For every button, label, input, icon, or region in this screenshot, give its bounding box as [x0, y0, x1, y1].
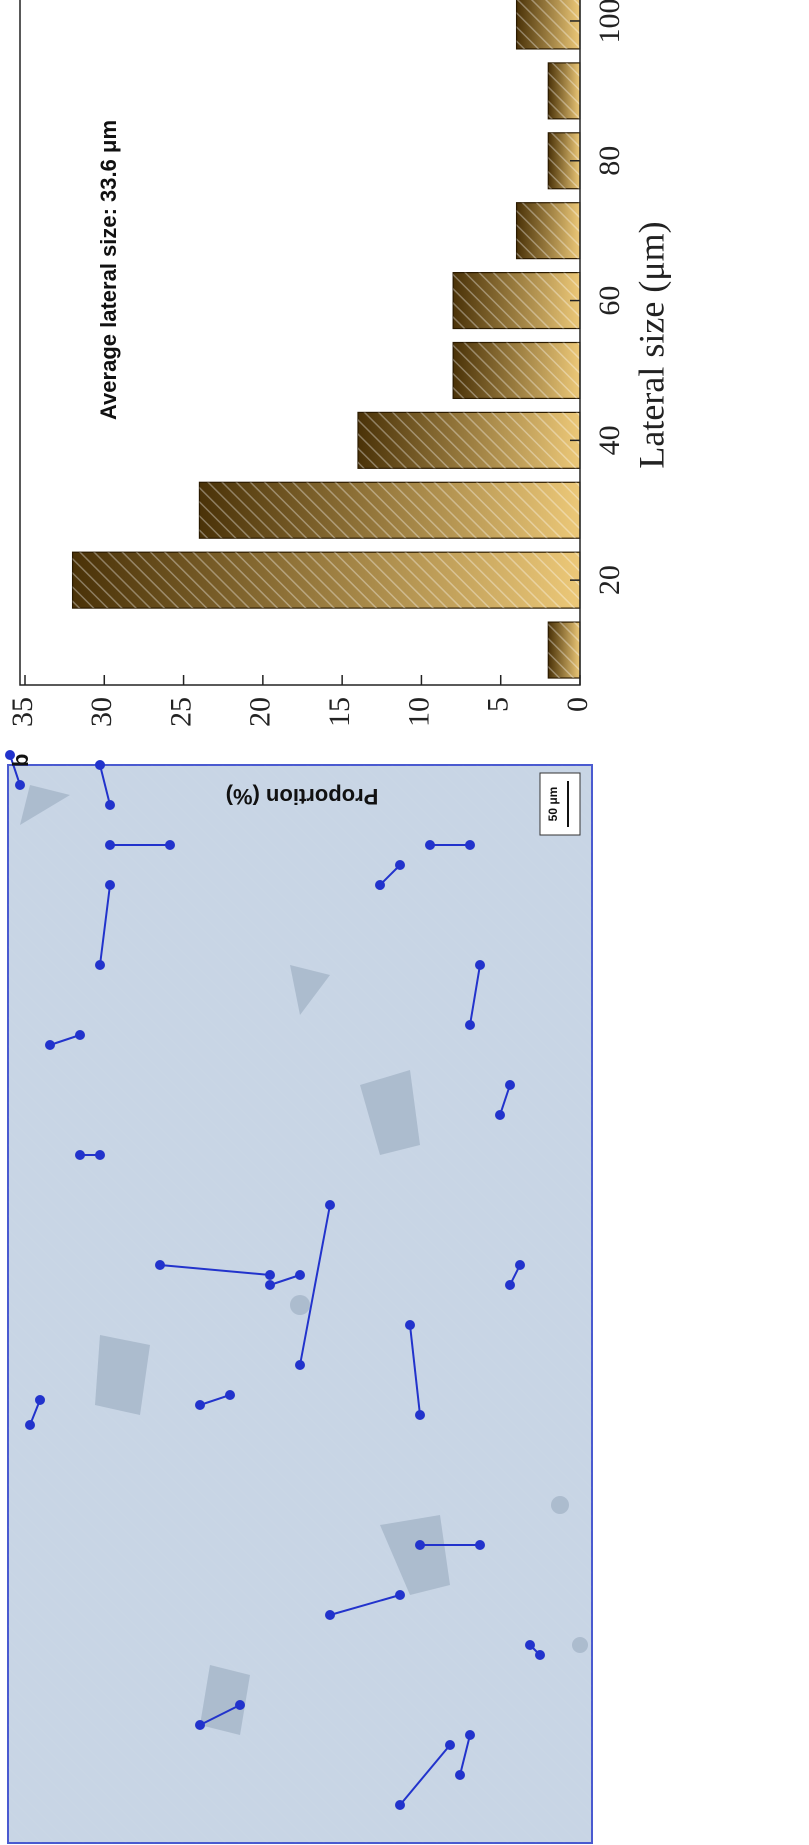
bar-hatch: [516, 202, 580, 259]
bar-hatch: [548, 622, 580, 679]
annotation: Average lateral size: 33.6 μm: [96, 120, 121, 420]
bar-hatch: [358, 412, 580, 469]
y-tick-label: 35: [6, 697, 39, 727]
y-tick-label: 10: [402, 697, 435, 727]
x-tick-label: 20: [593, 565, 626, 595]
y-tick-label: 5: [482, 697, 515, 712]
y-tick-label: 20: [244, 697, 277, 727]
micrograph: 50 μm: [5, 750, 593, 1844]
y-tick-label: 25: [164, 697, 197, 727]
panel-label: b: [8, 754, 33, 767]
plot-frame: [19, 0, 581, 686]
bar-hatch: [199, 482, 581, 539]
x-axis-label: Lateral size (μm): [631, 221, 671, 468]
bar-hatch: [453, 272, 580, 329]
x-tick-label: 40: [593, 425, 626, 455]
x-tick-label: 60: [593, 286, 626, 316]
bar-hatch: [548, 132, 580, 189]
scale-bar-label: 50 μm: [546, 787, 560, 822]
bar-hatch: [72, 552, 580, 609]
bar-hatch: [516, 0, 580, 49]
x-tick-label: 80: [593, 146, 626, 176]
scale-bar-box: [539, 772, 581, 836]
y-tick-label: 0: [561, 697, 594, 712]
figure: 50 μm b Average lateral size: 33.6 μm La…: [5, 0, 671, 1844]
y-tick-label: 30: [85, 697, 118, 727]
y-tick-label: 15: [323, 697, 356, 727]
bar-hatch: [453, 342, 580, 399]
x-tick-label: 100: [593, 0, 626, 43]
y-axis-label: Proportion (%): [226, 784, 379, 809]
bar-hatch: [548, 62, 580, 119]
